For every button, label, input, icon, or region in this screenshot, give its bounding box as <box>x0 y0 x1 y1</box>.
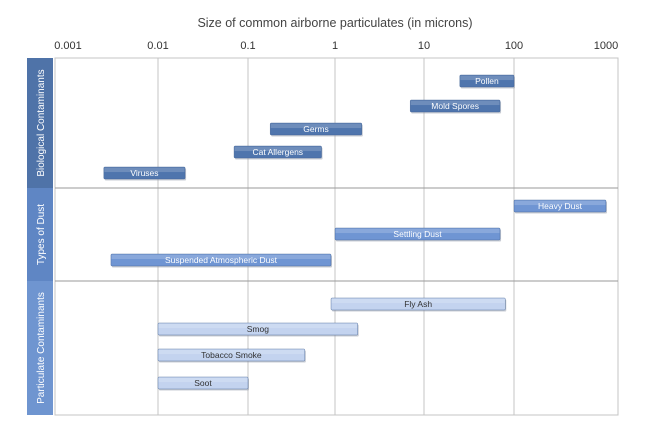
x-tick-label: 1 <box>332 40 338 52</box>
bar <box>459 74 515 88</box>
x-tick-label: 10 <box>418 40 430 52</box>
group-band <box>27 281 53 415</box>
bar-label: Heavy Dust <box>538 201 583 211</box>
bar-label: Suspended Atmospheric Dust <box>165 255 278 265</box>
x-tick-label: 1000 <box>594 40 618 52</box>
bar <box>270 122 362 136</box>
bar-label: Tobacco Smoke <box>201 350 262 360</box>
bar-label: Fly Ash <box>404 299 432 309</box>
bar-label: Cat Allergens <box>253 147 304 157</box>
bar <box>233 145 322 159</box>
bar-label: Settling Dust <box>393 229 442 239</box>
bar <box>157 376 249 390</box>
bar-highlight <box>111 254 331 260</box>
plot-frame <box>54 57 619 416</box>
bar <box>110 253 332 267</box>
bar <box>103 166 186 180</box>
bar-highlight <box>335 228 500 234</box>
bar-label: Mold Spores <box>431 101 479 111</box>
group-band <box>27 58 53 188</box>
chart-title: Size of common airborne particulates (in… <box>197 16 472 30</box>
bar <box>334 227 501 241</box>
group-label: Biological Contaminants <box>36 69 47 176</box>
bar <box>513 199 607 213</box>
bar-highlight <box>514 200 606 206</box>
bar-label: Germs <box>303 124 329 134</box>
group-label: Types of Dust <box>36 204 47 265</box>
x-tick-label: 0.01 <box>147 40 168 52</box>
plot-area: Biological Contaminants Pollen Mold Spores… <box>27 57 619 416</box>
bar-highlight <box>104 167 185 173</box>
bar-highlight <box>270 123 362 129</box>
bar <box>410 99 501 113</box>
bar-highlight <box>410 100 500 106</box>
x-tick-label: 0.001 <box>54 40 82 52</box>
bar-label: Viruses <box>130 168 158 178</box>
bar-highlight <box>331 298 505 304</box>
x-tick-label: 100 <box>505 40 523 52</box>
bar <box>157 322 358 336</box>
group-label: Particulate Contaminants <box>36 292 47 404</box>
x-tick-label: 0.1 <box>240 40 255 52</box>
bar-highlight <box>158 377 248 383</box>
bar <box>330 297 506 311</box>
group-band <box>27 188 53 281</box>
bar-highlight <box>158 323 358 329</box>
bar-highlight <box>158 349 305 355</box>
bar-label: Smog <box>247 324 269 334</box>
bar-label: Soot <box>194 378 212 388</box>
bar-highlight <box>234 146 322 152</box>
bar-highlight <box>460 75 514 81</box>
bar-label: Pollen <box>475 76 499 86</box>
x-axis-ticks: 0.001 0.01 0.1 1 10 100 1000 <box>54 40 618 52</box>
bar <box>157 348 306 362</box>
